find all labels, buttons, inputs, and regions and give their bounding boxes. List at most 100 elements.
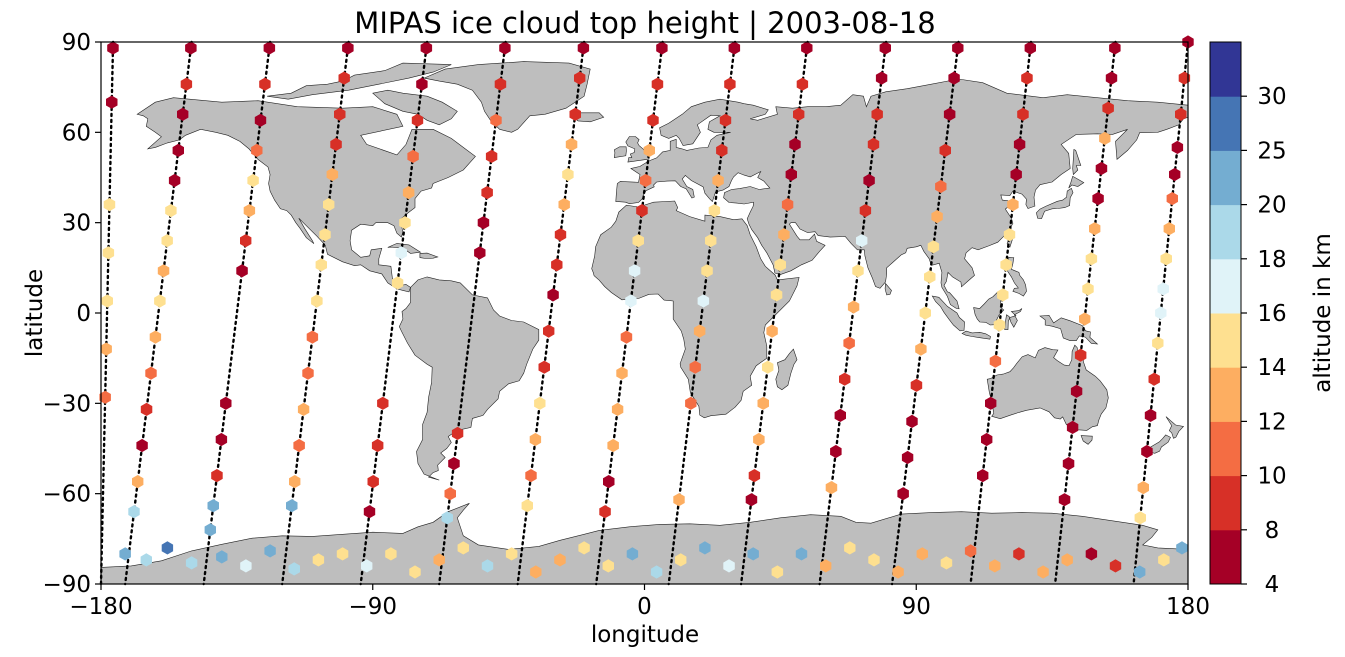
cloud-marker <box>1166 192 1178 206</box>
cloud-marker <box>420 41 433 55</box>
cloud-marker <box>916 547 928 561</box>
cloud-marker <box>530 565 542 579</box>
land-australia <box>986 344 1109 431</box>
cloud-marker <box>334 107 346 121</box>
orbit-track <box>359 40 429 586</box>
cloud-marker <box>367 475 379 489</box>
cloud-marker <box>363 505 376 519</box>
land-sumatra <box>931 295 965 332</box>
x-tick-label: −90 <box>348 594 397 620</box>
cloud-marker <box>1141 444 1153 459</box>
cloud-marker <box>395 246 407 260</box>
cloud-marker <box>474 246 486 260</box>
cloud-marker <box>834 408 846 422</box>
cloud-marker <box>505 547 518 561</box>
cloud-marker <box>875 71 888 85</box>
cloud-marker <box>801 41 813 55</box>
land-masses <box>100 61 1189 585</box>
cloud-marker <box>103 198 116 212</box>
cloud-marker <box>106 95 118 109</box>
cloud-marker <box>342 41 354 55</box>
cloud-marker <box>867 137 880 151</box>
y-tick-label: 90 <box>62 30 91 56</box>
cloud-marker <box>699 541 711 555</box>
x-tick-label: 0 <box>637 594 652 620</box>
cloud-marker <box>326 167 339 182</box>
cloud-marker <box>236 264 248 278</box>
cloud-marker <box>643 143 655 157</box>
colorbar-tick-label: 16 <box>1257 301 1286 327</box>
cloud-marker <box>924 270 936 284</box>
cloud-marker <box>871 107 883 121</box>
cloud-marker <box>99 390 111 404</box>
cloud-marker <box>724 77 736 91</box>
cloud-marker <box>302 366 314 380</box>
x-tick-label: −180 <box>69 594 132 620</box>
cloud-marker <box>778 228 790 242</box>
cloud-marker <box>247 173 259 188</box>
cloud-marker <box>177 107 189 121</box>
cloud-marker <box>785 167 797 182</box>
x-tick-label: 180 <box>1166 594 1210 620</box>
cloud-marker <box>793 107 805 121</box>
land-hispaniola <box>419 252 439 259</box>
cloud-marker <box>910 378 923 392</box>
cloud-marker <box>441 511 453 525</box>
cloud-marker <box>416 77 428 91</box>
cloud-marker <box>490 113 502 127</box>
cloud-marker <box>748 469 761 483</box>
colorbar-tick-label: 18 <box>1257 247 1286 273</box>
cloud-marker <box>964 544 977 558</box>
cloud-marker <box>259 77 271 91</box>
cloud-marker <box>444 487 456 501</box>
cloud-marker <box>1102 101 1114 115</box>
land-eurasia <box>615 78 1189 310</box>
cloud-marker <box>935 179 947 194</box>
colorbar-label: altitude in km <box>1310 233 1336 393</box>
cloud-marker <box>1058 493 1071 507</box>
cloud-marker <box>952 41 964 55</box>
cloud-marker <box>204 523 216 537</box>
cloud-marker <box>753 432 765 447</box>
cloud-marker <box>172 143 184 157</box>
cloud-marker <box>574 71 586 85</box>
y-axis-label: latitude <box>22 269 48 357</box>
x-axis: −180 −90 0 90 180 <box>69 584 1210 620</box>
cloud-marker <box>1163 222 1175 236</box>
x-axis-label: longitude <box>591 622 699 648</box>
land-greenland <box>423 61 591 133</box>
colorbar-segment <box>1210 529 1241 585</box>
cloud-marker <box>716 143 728 157</box>
orbit-track <box>516 40 586 586</box>
cloud-marker <box>781 198 794 212</box>
land-south-america <box>398 276 540 481</box>
cloud-marker <box>161 541 174 555</box>
cloud-marker <box>1155 306 1167 320</box>
cloud-marker <box>562 167 574 182</box>
cloud-marker <box>263 41 276 55</box>
cloud-marker <box>161 234 173 248</box>
cloud-marker <box>481 186 493 200</box>
cloud-marker <box>529 432 542 447</box>
cloud-marker <box>639 173 652 188</box>
cloud-marker <box>948 71 960 85</box>
colorbar-segment <box>1210 367 1241 422</box>
cloud-marker <box>391 276 404 290</box>
cloud-marker <box>220 396 232 410</box>
cloud-marker <box>675 553 687 567</box>
cloud-marker <box>1144 408 1157 422</box>
cloud-marker <box>578 541 590 555</box>
cloud-marker <box>927 240 940 254</box>
colorbar-tick-label: 30 <box>1257 84 1286 110</box>
cloud-marker <box>1062 457 1075 471</box>
cloud-marker <box>656 41 668 55</box>
cloud-marker <box>1037 565 1049 579</box>
cloud-marker <box>377 396 389 410</box>
cloud-marker <box>525 469 537 483</box>
cloud-marker <box>795 547 808 561</box>
cloud-marker <box>319 228 331 242</box>
cloud-marker <box>1061 553 1073 567</box>
cloud-marker <box>1109 559 1122 573</box>
colorbar-tick-label: 12 <box>1257 409 1286 435</box>
cloud-marker <box>673 493 685 507</box>
